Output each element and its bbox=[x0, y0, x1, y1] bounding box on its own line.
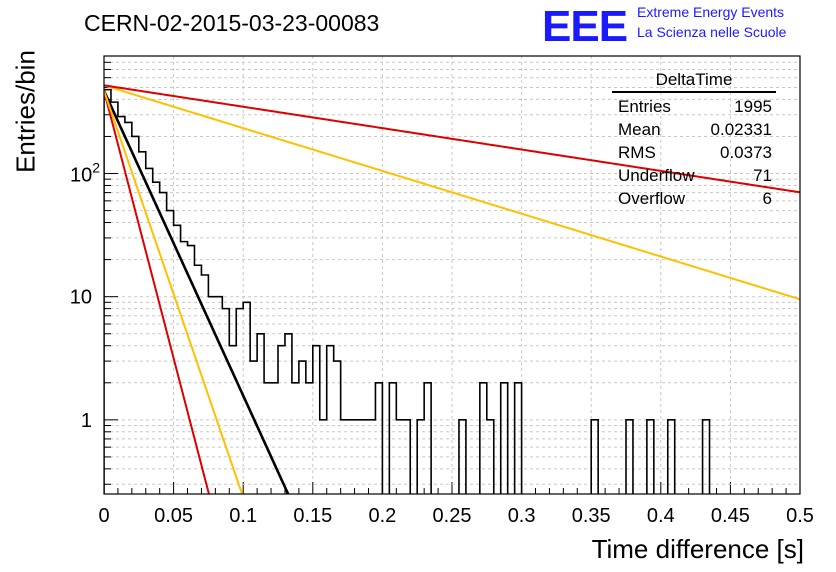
stats-row-entries: Entries 1995 bbox=[612, 95, 776, 118]
stats-row-rms: RMS 0.0373 bbox=[612, 141, 776, 164]
stats-value: 1995 bbox=[734, 97, 772, 116]
x-tick-label: 0.05 bbox=[154, 505, 193, 527]
y-tick-label: 10 bbox=[70, 287, 92, 309]
logo-tagline-1: Extreme Energy Events bbox=[637, 4, 785, 20]
stats-box: DeltaTime Entries 1995 Mean 0.02331 RMS 0.0… bbox=[612, 68, 776, 210]
stats-value: 0.02331 bbox=[710, 120, 772, 139]
stats-value: 6 bbox=[762, 189, 772, 208]
fit-curve-4 bbox=[104, 84, 800, 194]
fit-curve-3 bbox=[104, 84, 800, 301]
stats-label: Overflow bbox=[618, 189, 686, 208]
stats-row-mean: Mean 0.02331 bbox=[612, 118, 776, 141]
fit-curve-2 bbox=[104, 90, 244, 494]
x-axis-label: Time difference [s] bbox=[591, 534, 804, 564]
x-tick-label: 0.1 bbox=[229, 505, 257, 527]
x-tick-label: 0.45 bbox=[711, 505, 750, 527]
eee-logo: EEE bbox=[542, 2, 628, 51]
plot-frame bbox=[103, 55, 801, 495]
stats-row-overflow: Overflow 6 bbox=[612, 187, 776, 210]
logo-tagline-2: La Scienza nelle Scuole bbox=[637, 24, 787, 40]
fit-curve-0 bbox=[104, 90, 290, 494]
y-tick-label: 1 bbox=[81, 410, 92, 432]
stats-value: 71 bbox=[753, 166, 772, 185]
stats-label: Mean bbox=[618, 120, 661, 139]
x-tick-label: 0.15 bbox=[293, 505, 332, 527]
x-tick-label: 0 bbox=[98, 505, 109, 527]
y-tick-label: 102 bbox=[70, 160, 100, 187]
fit-curve-1 bbox=[104, 90, 210, 494]
stats-row-underflow: Underflow 71 bbox=[612, 164, 776, 187]
x-tick-label: 0.2 bbox=[368, 505, 396, 527]
x-tick-label: 0.3 bbox=[508, 505, 536, 527]
stats-label: RMS bbox=[618, 143, 656, 162]
stats-title: DeltaTime bbox=[612, 68, 776, 93]
histogram-series bbox=[104, 88, 711, 494]
y-axis-label: Entries/bin bbox=[10, 50, 41, 173]
stats-label: Underflow bbox=[618, 166, 695, 185]
stats-value: 0.0373 bbox=[720, 143, 772, 162]
chart-title: CERN-02-2015-03-23-00083 bbox=[84, 10, 380, 36]
x-tick-label: 0.5 bbox=[786, 505, 814, 527]
x-tick-label: 0.25 bbox=[433, 505, 472, 527]
stats-label: Entries bbox=[618, 97, 671, 116]
x-tick-label: 0.35 bbox=[572, 505, 611, 527]
x-tick-label: 0.4 bbox=[647, 505, 675, 527]
